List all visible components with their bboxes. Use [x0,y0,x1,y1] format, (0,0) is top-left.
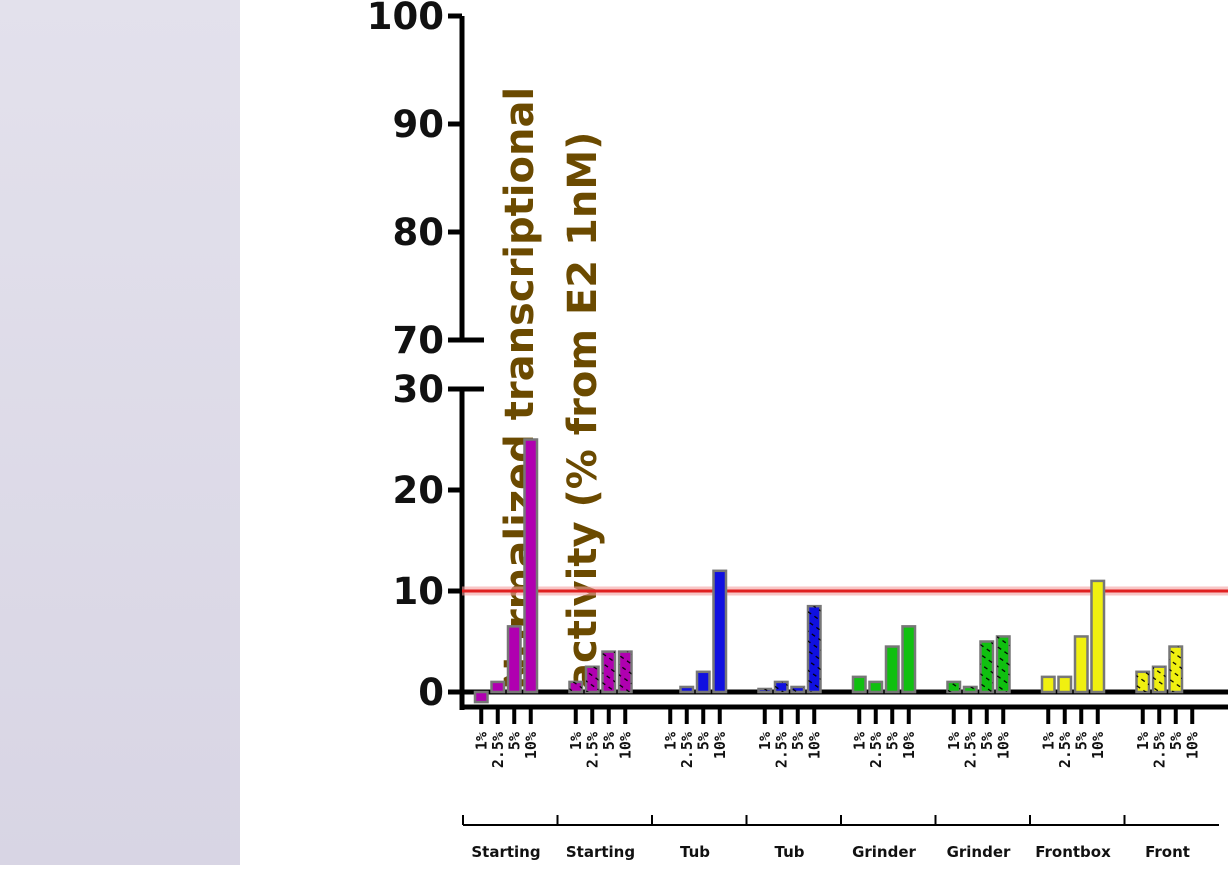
x-tick-label-0-3: 10% [522,732,540,759]
bar-6-0 [1040,675,1056,694]
bar-hatch-1-1 [586,666,599,692]
x-tick-label-3-1: 2.5% [772,732,790,768]
bar-6-2 [1073,635,1089,694]
group-label-3: Tub [775,843,805,861]
bar-hatch-3-3 [808,606,821,692]
x-tick-label-4-1: 2.5% [867,732,885,768]
bar-hatch-3-2 [791,686,804,692]
bar-0-0 [473,690,489,704]
bar-0-2 [506,625,522,694]
y-tick-label-lower-2: 20 [393,469,445,512]
x-tick-label-1-3: 10% [616,732,634,759]
bar-hatch-7-1 [1153,666,1166,692]
bar-hatch-5-0 [947,681,960,692]
group-labels: Starting Starting Tub Tub Grinder Grinder Fron… [462,815,1219,861]
bar-6-1 [1057,675,1073,694]
x-tick-label-6-1: 2.5% [1056,732,1074,768]
group-label-1: Starting [566,843,635,861]
x-tick-labels: 1%2.5%5%10% 1%2.5%5%10% 1%2.5%5%10% 1%2.5%5… [472,707,1201,768]
group-label-0: Starting [471,843,540,861]
x-tick-label-7-0: 1% [1134,732,1152,750]
y-axis-label: Normalized transcriptional activity (% f… [497,87,606,690]
bar-chart: Normalized transcriptional activity (% f… [367,0,1228,861]
y-tick-label-upper-1: 80 [393,211,445,254]
x-tick-label-2-2: 5% [694,732,712,750]
bar-hatch-5-3 [997,636,1010,692]
bar-6-3 [1090,579,1106,694]
bar-2-2 [695,670,711,694]
x-tick-label-1-2: 5% [600,732,618,750]
y-tick-label-upper-0: 70 [393,319,445,362]
bar-hatch-5-1 [964,686,977,692]
x-tick-label-7-1: 2.5% [1150,732,1168,768]
x-tick-label-0-0: 1% [472,732,490,750]
x-tick-label-3-3: 10% [805,732,823,759]
x-tick-label-2-0: 1% [661,732,679,750]
y-tick-label-upper-2: 90 [393,103,445,146]
x-tick-label-1-0: 1% [567,732,585,750]
bar-hatch-3-1 [775,681,788,692]
bar-hatch-1-3 [619,651,632,692]
bar-0-1 [490,680,506,694]
x-tick-label-7-2: 5% [1167,732,1185,750]
bar-hatch-7-0 [1136,671,1149,692]
bar-hatch-3-0 [758,688,771,692]
x-tick-label-3-0: 1% [756,732,774,750]
y-axis-label-line-2: activity (% from E2 1nM) [560,132,606,690]
x-tick-label-7-3: 10% [1183,732,1201,759]
y-tick-label-lower-3: 30 [393,368,445,411]
bar-hatch-1-2 [602,651,615,692]
x-tick-label-4-0: 1% [850,732,868,750]
group-label-4: Grinder [852,843,916,861]
x-tick-label-4-3: 10% [900,732,918,759]
x-tick-label-0-1: 2.5% [489,732,507,768]
bars [473,438,1184,704]
x-tick-label-5-3: 10% [994,732,1012,759]
bar-hatch-5-2 [980,641,993,692]
bar-2-1 [679,685,695,694]
group-label-7: Front [1145,843,1190,861]
group-label-5: Grinder [947,843,1011,861]
side-panel [0,0,240,865]
bar-2-3 [712,569,728,694]
bar-0-3 [523,438,539,694]
x-tick-label-2-3: 10% [711,732,729,759]
bar-hatch-7-2 [1169,646,1182,692]
chart-area: Normalized transcriptional activity (% f… [240,0,1228,865]
axes: 0 10 20 30 70 80 90 100 [367,0,1228,714]
bar-hatch-1-0 [569,681,582,692]
x-tick-label-6-2: 5% [1072,732,1090,750]
bar-4-3 [901,625,917,694]
group-label-6: Frontbox [1035,843,1111,861]
x-tick-label-5-0: 1% [945,732,963,750]
bar-4-2 [884,645,900,694]
x-tick-label-5-2: 5% [978,732,996,750]
x-tick-label-2-1: 2.5% [678,732,696,768]
x-tick-label-5-1: 2.5% [961,732,979,768]
bar-4-0 [851,675,867,694]
x-tick-label-6-3: 10% [1089,732,1107,759]
x-tick-label-6-0: 1% [1039,732,1057,750]
x-tick-label-4-2: 5% [883,732,901,750]
x-tick-label-3-2: 5% [789,732,807,750]
y-tick-label-upper-3: 100 [367,0,444,38]
x-tick-label-1-1: 2.5% [583,732,601,768]
y-tick-label-lower-0: 0 [418,671,444,714]
bar-4-1 [868,680,884,694]
x-tick-label-0-2: 5% [505,732,523,750]
y-tick-label-lower-1: 10 [393,570,445,613]
group-label-2: Tub [680,843,710,861]
